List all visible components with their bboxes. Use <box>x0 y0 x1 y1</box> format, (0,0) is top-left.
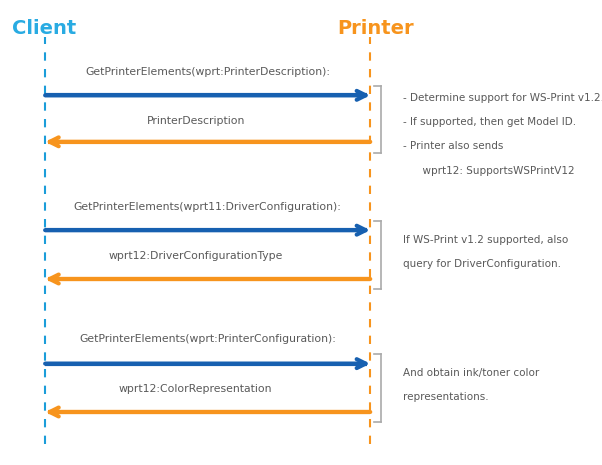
Text: PrinterDescription: PrinterDescription <box>146 115 245 126</box>
Text: GetPrinterElements(wprt:PrinterConfiguration):: GetPrinterElements(wprt:PrinterConfigura… <box>79 334 336 344</box>
Text: Client: Client <box>12 19 76 38</box>
Text: Printer: Printer <box>337 19 414 38</box>
Text: - If supported, then get Model ID.: - If supported, then get Model ID. <box>403 117 577 127</box>
Text: wprt12:DriverConfigurationType: wprt12:DriverConfigurationType <box>108 251 283 261</box>
Text: GetPrinterElements(wprt11:DriverConfiguration):: GetPrinterElements(wprt11:DriverConfigur… <box>74 201 341 212</box>
Text: GetPrinterElements(wprt:PrinterDescription):: GetPrinterElements(wprt:PrinterDescripti… <box>85 66 330 77</box>
Text: - Printer also sends: - Printer also sends <box>403 141 504 152</box>
Text: wprt12:ColorRepresentation: wprt12:ColorRepresentation <box>119 384 272 394</box>
Text: wprt12: SupportsWSPrintV12: wprt12: SupportsWSPrintV12 <box>403 166 575 176</box>
Text: - Determine support for WS-Print v1.2.: - Determine support for WS-Print v1.2. <box>403 93 602 103</box>
Text: query for DriverConfiguration.: query for DriverConfiguration. <box>403 259 561 269</box>
Text: And obtain ink/toner color: And obtain ink/toner color <box>403 368 539 379</box>
Text: If WS-Print v1.2 supported, also: If WS-Print v1.2 supported, also <box>403 235 569 245</box>
Text: representations.: representations. <box>403 392 489 403</box>
